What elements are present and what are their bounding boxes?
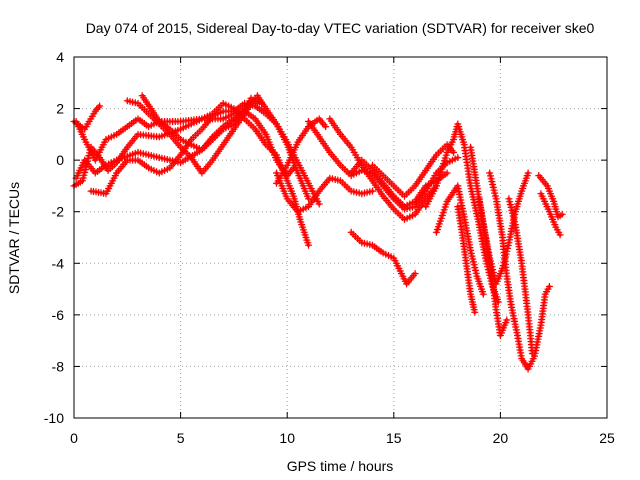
y-tick-label: -4 [52,255,65,271]
data-point-marker [322,123,330,131]
series-arc13 [347,156,451,211]
data-point-marker [454,154,462,162]
y-tick-label: -10 [44,410,64,426]
data-point-marker [315,200,323,208]
y-tick-label: -8 [52,358,65,374]
data-point-marker [443,169,451,177]
series-arc10 [273,169,376,216]
y-tick-label: 4 [56,49,64,65]
x-tick-label: 0 [70,430,78,446]
data-point-marker [94,104,102,112]
chart-title: Day 074 of 2015, Sidereal Day-to-day VTE… [86,20,595,36]
data-series [70,92,566,373]
axes: 0 5 10 15 20 25 -10 -8 -6 -4 -2 0 2 4 [44,49,615,446]
x-tick-label: 5 [177,430,185,446]
data-point-marker [479,290,487,298]
data-point-marker [96,102,104,110]
plot-frame [73,56,608,419]
series-arc18 [454,203,479,316]
data-point-marker [558,210,566,218]
series-arc20 [475,195,511,339]
data-point-marker [369,187,376,195]
data-point-marker [528,350,536,357]
x-tick-label: 20 [493,430,509,446]
series-arc15 [347,228,419,288]
x-tick-label: 25 [599,430,615,446]
data-point-marker [503,316,511,324]
series-arc21 [486,169,553,373]
data-point-marker [524,169,532,177]
data-point-marker [545,283,553,290]
data-point-marker [305,241,312,249]
x-axis-label: GPS time / hours [287,458,394,474]
series-arc22 [505,195,536,357]
data-point-marker [450,148,457,156]
y-tick-label: 0 [56,152,64,168]
series-arc17 [432,182,487,298]
data-point-marker [305,195,312,203]
series-arc23 [535,172,566,221]
y-tick-label: -6 [52,307,65,323]
x-tick-label: 10 [279,430,295,446]
data-point-marker [556,231,564,239]
series-arc7 [138,92,261,154]
x-tick-label: 15 [386,430,402,446]
series-arc24 [537,190,564,239]
series-arc8 [253,92,323,208]
data-point-marker [471,308,479,316]
y-tick-label: 2 [56,101,64,117]
y-tick-label: -2 [52,204,65,220]
y-axis-label: SDTVAR / TECUs [6,182,22,294]
data-point-marker [411,270,419,278]
